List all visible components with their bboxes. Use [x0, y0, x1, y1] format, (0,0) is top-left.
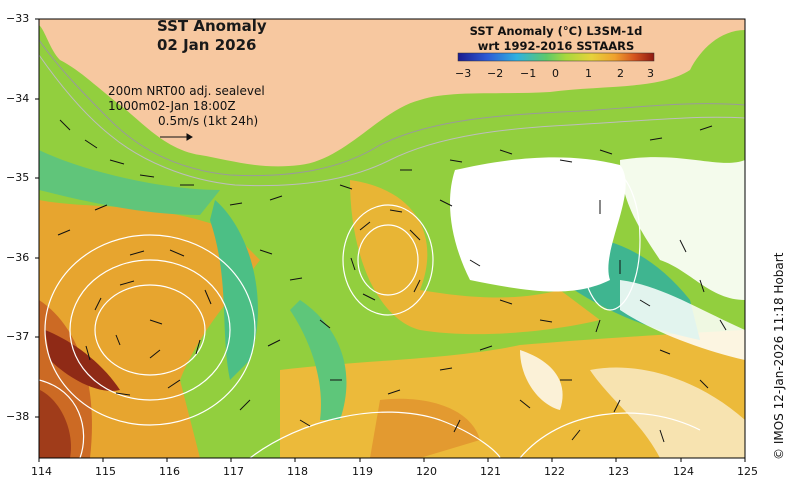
- y-axis-label: −36: [6, 251, 30, 264]
- title-line-1: SST Anomaly: [157, 17, 267, 35]
- y-axis-label: −35: [6, 171, 30, 184]
- y-axis-label: −38: [6, 410, 30, 423]
- info-block: 200m NRT00 adj. sealevel 1000m02-Jan 18:…: [108, 84, 265, 129]
- legend-tick: 2: [617, 67, 624, 80]
- x-axis-label: 122: [544, 465, 565, 478]
- info-line-1: 200m NRT00 adj. sealevel: [108, 84, 265, 98]
- scale-arrow: [160, 133, 193, 141]
- legend-title: SST Anomaly (°C) L3SM-1d wrt 1992-2016 S…: [456, 24, 656, 54]
- axis-ticks: [35, 18, 746, 462]
- x-axis-label: 117: [223, 465, 244, 478]
- legend-tick: −1: [520, 67, 537, 80]
- x-axis-label: 125: [737, 465, 758, 478]
- y-axis-label: −33: [6, 12, 30, 25]
- plot-frame: [38, 18, 746, 459]
- title-line-2: 02 Jan 2026: [157, 36, 257, 54]
- credit-text: © IMOS 12-Jan-2026 11:18 Hobart: [772, 252, 786, 460]
- x-axis-label: 124: [673, 465, 694, 478]
- x-axis-label: 115: [95, 465, 116, 478]
- current-vectors: [57, 119, 727, 443]
- x-axis-label: 118: [287, 465, 308, 478]
- legend-title-line-2: wrt 1992-2016 SSTAARS: [477, 39, 635, 53]
- x-axis-label: 123: [608, 465, 629, 478]
- x-axis-label: 114: [31, 465, 52, 478]
- legend-tick: 3: [647, 67, 654, 80]
- sea-level-contours: [39, 169, 701, 458]
- legend-tick: −3: [455, 67, 472, 80]
- info-line-3: 0.5m/s (1kt 24h): [158, 114, 259, 128]
- info-line-2: 1000m02-Jan 18:00Z: [108, 99, 236, 113]
- y-axis-label: −34: [6, 92, 30, 105]
- legend-tick: 1: [585, 67, 592, 80]
- legend-tick: 0: [552, 67, 559, 80]
- legend-tick: −2: [487, 67, 504, 80]
- x-axis-label: 119: [352, 465, 373, 478]
- x-axis-label: 116: [159, 465, 180, 478]
- map-title: SST Anomaly 02 Jan 2026: [157, 17, 267, 55]
- legend-title-line-1: SST Anomaly (°C) L3SM-1d: [469, 24, 643, 38]
- colorbar: [457, 52, 655, 62]
- x-axis-label: 120: [416, 465, 437, 478]
- x-axis-label: 121: [480, 465, 501, 478]
- y-axis-label: −37: [6, 330, 30, 343]
